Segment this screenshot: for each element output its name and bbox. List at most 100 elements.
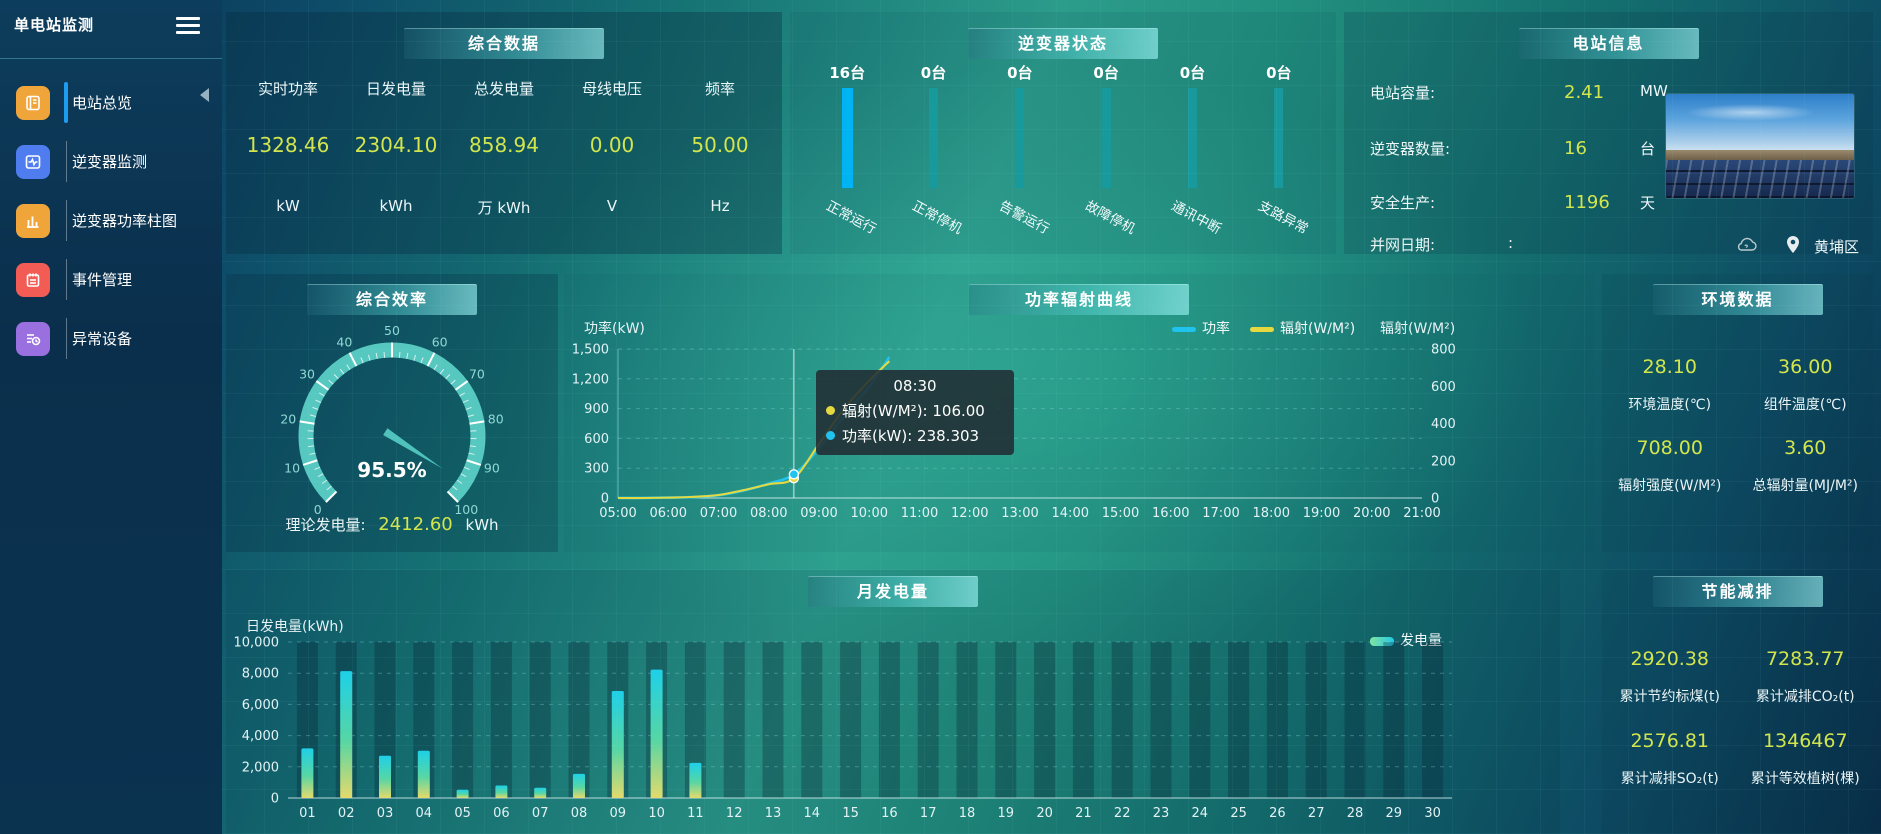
legend-swatch-radiation (1250, 326, 1274, 332)
bar-chart-icon (16, 203, 50, 238)
inverter-label: 通讯中断 (1168, 198, 1224, 238)
svg-text:40: 40 (336, 334, 352, 349)
panel-power-radiation: 功率辐射曲线 功率(kW) 辐射(W/M²) 功率 辐射(W/M²) 1,500… (564, 274, 1594, 552)
inverter-bar (1015, 88, 1025, 188)
hamburger-menu-icon[interactable] (176, 17, 200, 37)
svg-text:10,000: 10,000 (234, 636, 280, 651)
svg-text:90: 90 (484, 460, 500, 475)
sidebar-item-inverter-monitor[interactable]: 逆变器监测 (0, 132, 222, 191)
sidebar-header: 单电站监测 (0, 0, 222, 59)
metric-value: 1328.46 (246, 133, 330, 157)
svg-text:600: 600 (1431, 380, 1456, 395)
metric-unit: 万 kWh (477, 199, 531, 217)
svg-text:06:00: 06:00 (650, 506, 687, 521)
tooltip-row-text: 辐射(W/M²): 106.00 (842, 402, 985, 420)
inverter-status-chart[interactable]: 16台 正常运行 0台 正常停机 0台 告警运行 0台 故障停机 0台 通讯中断… (804, 62, 1322, 238)
svg-text:17: 17 (920, 806, 937, 821)
inverter-bar (928, 88, 938, 188)
legend-label: 发电量 (1400, 633, 1442, 649)
saving-value: 2920.38 (1630, 648, 1710, 670)
metric-label: 频率 (704, 80, 735, 98)
panel-energy-saving: 节能减排 2920.38 累计节约标煤(t) 7283.77 累计减排CO₂(t… (1602, 570, 1873, 834)
svg-text:800: 800 (1431, 343, 1456, 358)
svg-text:22: 22 (1114, 806, 1131, 821)
env-value: 708.00 (1636, 437, 1703, 459)
panel-title-summary: 综合数据 (404, 28, 604, 59)
panel-inverter-status: 逆变器状态 16台 正常运行 0台 正常停机 0台 告警运行 0台 故障停机 0… (790, 12, 1336, 254)
env-label: 总辐射量(MJ/M²) (1752, 478, 1859, 494)
sidebar-item-label: 电站总览 (72, 94, 133, 112)
inverter-status-normal-run: 16台 正常运行 (804, 62, 890, 238)
metric-total-energy: 总发电量 858.94 万 kWh (450, 12, 558, 254)
panel-efficiency: 综合效率 0 10 20 30 40 50 60 70 80 90 100 95.5% 理论发电量:… (226, 274, 558, 552)
tooltip-time: 08:30 (893, 377, 937, 395)
inverter-bar (1101, 88, 1111, 188)
svg-text:200: 200 (1431, 454, 1456, 469)
tooltip-row-dot (826, 406, 835, 415)
svg-text:08:00: 08:00 (750, 506, 787, 521)
left-axis-name: 功率(kW) (584, 321, 645, 337)
svg-text:10:00: 10:00 (851, 506, 888, 521)
svg-text:09: 09 (610, 806, 627, 821)
weather-cloud-icon[interactable] (1735, 237, 1759, 253)
monthly-legend: 发电量 (1370, 630, 1442, 650)
env-value: 28.10 (1642, 356, 1697, 378)
station-row-value: 2.41 (1564, 82, 1605, 103)
panel-title-station-info: 电站信息 (1518, 28, 1699, 59)
saving-co2: 7283.77 累计减排CO₂(t) (1738, 648, 1874, 706)
saving-label: 累计等效植树(棵) (1750, 771, 1860, 787)
env-label: 环境温度(℃) (1628, 397, 1712, 413)
inverter-label: 正常停机 (909, 198, 965, 238)
panel-summary: 综合数据 实时功率 1328.46 kW 日发电量 2304.10 kWh 总发… (226, 12, 782, 254)
panel-title-power-radiation: 功率辐射曲线 (969, 284, 1189, 315)
collapse-sidebar-arrow-icon[interactable] (200, 88, 209, 102)
svg-text:11:00: 11:00 (901, 506, 938, 521)
inverter-label: 故障停机 (1082, 198, 1138, 238)
monthly-bar-chart[interactable]: 10,000 8,000 6,000 4,000 2,000 0 01 02 03 04 05 06 0… (226, 570, 1560, 834)
svg-text:4,000: 4,000 (242, 729, 279, 744)
svg-text:80: 80 (488, 412, 504, 427)
svg-text:05: 05 (454, 806, 471, 821)
metric-label: 实时功率 (257, 80, 318, 98)
svg-text:15: 15 (842, 806, 859, 821)
legend-swatch-energy (1370, 636, 1394, 646)
svg-text:06: 06 (493, 806, 510, 821)
right-axis-name: 辐射(W/M²) (1380, 321, 1456, 337)
svg-text:20: 20 (1036, 806, 1053, 821)
sidebar-item-inverter-power-bars[interactable]: 逆变器功率柱图 (0, 191, 222, 250)
metric-realtime-power: 实时功率 1328.46 kW (234, 12, 342, 254)
station-row-label: 安全生产: (1370, 194, 1436, 212)
svg-text:07:00: 07:00 (700, 506, 737, 521)
efficiency-gauge-value: 95.5% (357, 458, 427, 482)
svg-text:19: 19 (998, 806, 1015, 821)
svg-text:16: 16 (881, 806, 898, 821)
efficiency-gauge-chart[interactable]: 0 10 20 30 40 50 60 70 80 90 100 (226, 308, 558, 514)
svg-text:13:00: 13:00 (1001, 506, 1038, 521)
legend-item-energy[interactable]: 发电量 (1370, 630, 1442, 650)
inverter-count: 0台 (1266, 64, 1292, 82)
station-row-label: 逆变器数量: (1370, 140, 1451, 158)
metric-unit: Hz (710, 197, 730, 215)
saving-label: 累计节约标煤(t) (1619, 689, 1720, 705)
inverter-status-branch-abnormal: 0台 支路异常 (1236, 62, 1322, 238)
legend-item-power[interactable]: 功率 (1172, 318, 1230, 338)
svg-text:2,000: 2,000 (242, 760, 279, 775)
svg-text:15:00: 15:00 (1102, 506, 1139, 521)
svg-text:30: 30 (1424, 806, 1441, 821)
sidebar-item-abnormal-devices[interactable]: 异常设备 (0, 309, 222, 368)
legend-swatch-power (1172, 326, 1196, 332)
sidebar-item-station-overview[interactable]: 电站总览 (0, 73, 222, 132)
legend-item-radiation[interactable]: 辐射(W/M²) (1250, 318, 1355, 338)
svg-text:21: 21 (1075, 806, 1092, 821)
chart-tooltip: 08:30 辐射(W/M²): 106.00 功率(kW): 238.303 (816, 370, 1014, 455)
location-pin-icon[interactable] (1785, 235, 1801, 255)
inverter-bar (1274, 88, 1284, 188)
svg-text:400: 400 (1431, 417, 1456, 432)
sidebar: 单电站监测 电站总览 逆变器监测 逆变器功率柱图 事件管理 (0, 0, 222, 834)
svg-text:27: 27 (1308, 806, 1325, 821)
svg-text:20: 20 (280, 412, 296, 427)
app-title: 单电站监测 (14, 16, 95, 34)
sidebar-item-event-management[interactable]: 事件管理 (0, 250, 222, 309)
svg-text:0: 0 (314, 502, 322, 514)
